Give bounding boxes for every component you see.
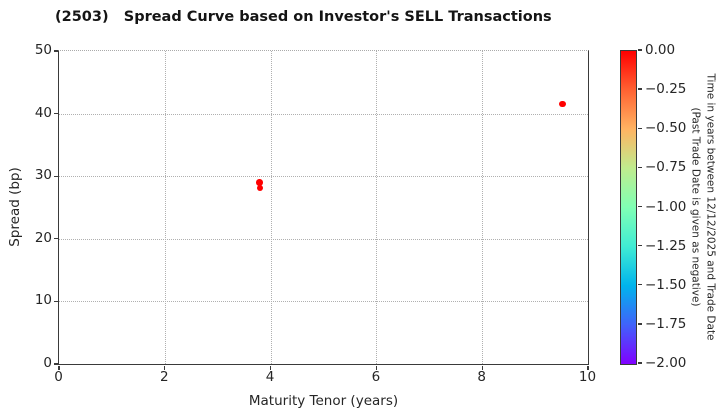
y-tick-mark — [53, 238, 58, 240]
x-tick-mark — [164, 365, 166, 370]
colorbar-tick-mark — [637, 88, 642, 90]
colorbar-tick-mark — [637, 127, 642, 129]
y-tick-mark — [53, 300, 58, 303]
x-tick-label: 10 — [578, 369, 597, 385]
y-gridline — [59, 301, 588, 303]
x-tick-label: 8 — [477, 369, 486, 385]
x-gridline — [270, 51, 272, 364]
y-tick-label: 10 — [34, 292, 52, 309]
x-tick-label: 6 — [371, 369, 381, 385]
y-tick-label: 50 — [34, 42, 52, 58]
colorbar-tick-label: −1.00 — [645, 198, 687, 215]
x-gridline — [376, 51, 378, 364]
x-tick-mark — [269, 365, 272, 370]
scatter-point — [559, 100, 566, 108]
x-gridline — [164, 51, 166, 364]
y-gridline — [59, 113, 588, 115]
x-tick-label: 2 — [160, 369, 169, 385]
x-tick-mark — [481, 365, 483, 370]
colorbar-tick-mark — [637, 323, 642, 325]
y-gridline — [59, 176, 588, 178]
y-tick-label: 0 — [43, 355, 52, 371]
x-tick-mark — [58, 365, 60, 370]
colorbar-label-line2: (Past Trade Date is given as negative) — [690, 107, 702, 307]
colorbar-tick-label: −2.00 — [645, 355, 687, 371]
y-tick-mark — [53, 112, 58, 115]
x-gridline — [482, 51, 484, 364]
colorbar-tick-mark — [637, 284, 642, 286]
colorbar-label-line1: Time in years between 12/12/2025 and Tra… — [704, 73, 717, 341]
colorbar-tick-label: −0.25 — [645, 81, 687, 98]
y-tick-label: 40 — [34, 104, 52, 121]
y-tick-label: 20 — [34, 229, 52, 246]
colorbar-tick-mark — [637, 244, 642, 247]
colorbar-tick-mark — [637, 205, 642, 208]
colorbar-tick-label: −1.50 — [645, 276, 687, 293]
chart-title: (2503) Spread Curve based on Investor's … — [55, 9, 552, 25]
scatter-point — [256, 184, 264, 192]
colorbar-tick-label: 0.00 — [645, 42, 676, 58]
y-gridline — [59, 238, 588, 240]
x-tick-label: 4 — [265, 369, 275, 385]
x-tick-mark — [587, 365, 589, 370]
colorbar-tick-label: −0.75 — [645, 159, 687, 176]
y-tick-mark — [53, 363, 58, 365]
y-tick-mark — [53, 50, 58, 52]
colorbar-label: Time in years between 12/12/2025 and Tra… — [688, 73, 717, 340]
colorbar — [620, 50, 637, 365]
colorbar-tick-mark — [637, 166, 642, 169]
colorbar-tick-mark — [637, 49, 642, 51]
colorbar-tick-label: −0.50 — [645, 120, 687, 137]
colorbar-tick-mark — [637, 362, 642, 364]
x-axis-label: Maturity Tenor (years) — [248, 393, 399, 409]
colorbar-tick-label: −1.75 — [645, 315, 687, 332]
plot-area — [53, 50, 589, 370]
x-tick-label: 0 — [54, 369, 63, 385]
colorbar-tick-label: −1.25 — [645, 237, 687, 254]
y-tick-label: 30 — [34, 167, 52, 184]
y-tick-mark — [53, 175, 58, 177]
x-tick-mark — [375, 365, 378, 370]
scatter-point — [256, 179, 263, 186]
